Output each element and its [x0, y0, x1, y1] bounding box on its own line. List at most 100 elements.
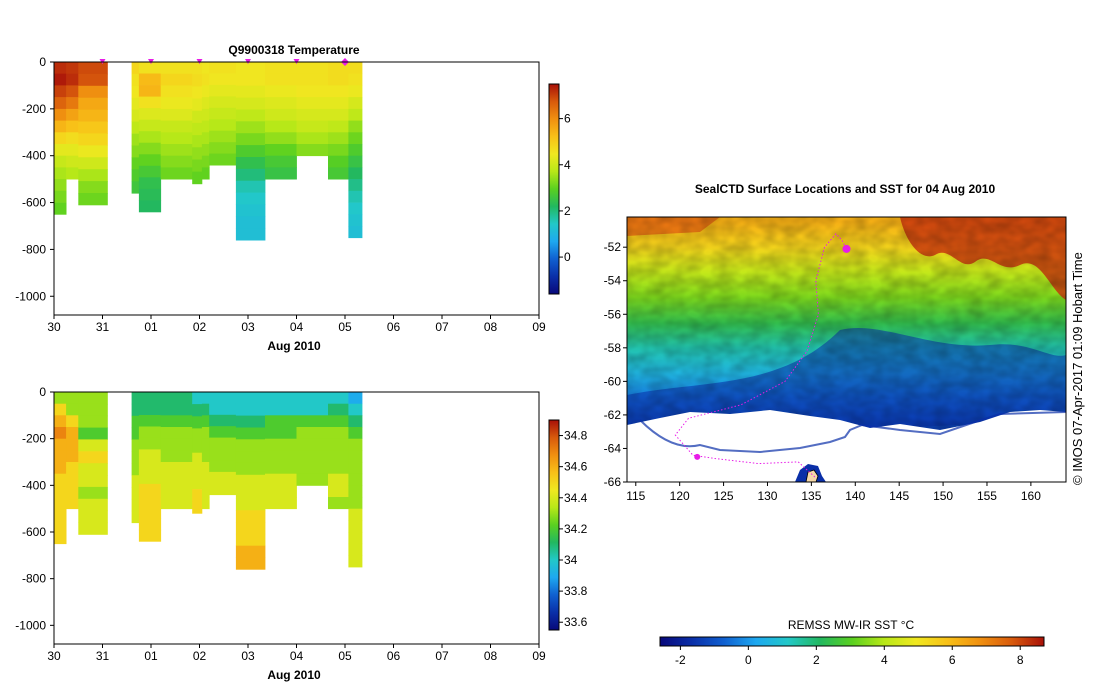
profile-cell	[348, 62, 363, 75]
profile-cell	[78, 522, 108, 535]
profile-cell	[348, 497, 363, 510]
profile-cell	[78, 439, 108, 452]
profile-cell	[296, 108, 329, 121]
profile-cell	[348, 85, 363, 98]
profile-cell	[235, 392, 266, 405]
profile-cell	[138, 177, 162, 190]
profile-cell	[78, 486, 108, 500]
profile-cell	[348, 473, 363, 486]
profile-cell	[66, 450, 79, 463]
sst-colorbar	[659, 636, 1045, 647]
profile-cell	[201, 438, 210, 451]
profile-cell	[265, 427, 297, 440]
profile-cell	[54, 132, 67, 145]
lon-tick-label: 115	[626, 489, 645, 503]
profile-cell	[78, 181, 108, 194]
profile-cell	[348, 543, 363, 556]
profile-cell	[54, 427, 67, 440]
x-tick-label: 06	[387, 649, 401, 663]
profile-cell	[235, 157, 266, 170]
colorbar-tick-label: 2	[564, 204, 571, 218]
profile-cell	[296, 473, 329, 486]
profile-cell	[328, 485, 349, 498]
profile-cell	[296, 450, 329, 463]
profile-cell	[265, 415, 297, 428]
profile-cell	[54, 520, 67, 533]
profile-cell	[131, 169, 140, 182]
profile-cell	[138, 119, 162, 132]
profile-cell	[78, 510, 108, 523]
profile-cell	[131, 97, 140, 111]
profile-cell	[192, 62, 203, 75]
sst-colorbar-tick-label: 6	[949, 653, 956, 667]
land-region	[805, 469, 819, 482]
profile-cell	[348, 108, 363, 121]
sst-colorbar-tick-label: 8	[1017, 653, 1024, 667]
profile-cell	[78, 145, 108, 158]
colorbar-tick-label: 34	[564, 553, 578, 567]
lon-tick-label: 155	[977, 489, 997, 503]
profile-cell	[131, 392, 140, 405]
profile-cell	[192, 464, 203, 478]
profile-cell	[265, 167, 297, 180]
profile-cell	[66, 155, 79, 168]
temperature-section-plot: Q9900318 Temperature 0 -200 -400 -600 -800 -1…	[15, 43, 571, 353]
profile-cell	[192, 489, 203, 502]
profile-cell	[296, 73, 329, 86]
profile-cell	[328, 392, 349, 405]
profile-cell	[328, 132, 349, 145]
lon-tick-label: 135	[801, 489, 821, 503]
profile-cell	[348, 190, 363, 203]
profile-cell	[328, 155, 349, 168]
map-title: SealCTD Surface Locations and SST for 04…	[695, 182, 996, 196]
temperature-colorbar	[548, 83, 560, 295]
profile-cell	[138, 460, 162, 473]
profile-cell	[54, 532, 67, 545]
profile-cell	[78, 392, 108, 405]
profile-cell	[348, 167, 363, 180]
profile-cell	[265, 108, 297, 121]
profile-cell	[265, 392, 297, 405]
y-tick-label: -1000	[15, 618, 46, 632]
x-tick-label: 09	[532, 320, 546, 334]
lon-tick-label: 130	[757, 489, 777, 503]
x-tick-label: 02	[193, 320, 207, 334]
profile-cell	[235, 145, 266, 158]
profile-cell	[209, 142, 237, 155]
profile-cell	[209, 449, 237, 461]
temperature-colorbar-ticks: 6 4 2 0	[559, 112, 571, 264]
profile-cell	[54, 62, 67, 75]
profile-cell	[328, 144, 349, 157]
profile-cell	[201, 450, 210, 463]
profile-cell	[235, 415, 266, 428]
x-tick-label: 04	[290, 649, 304, 663]
colorbar-tick-label: 0	[564, 250, 571, 264]
profile-cell	[201, 497, 210, 510]
temperature-cells	[54, 62, 363, 241]
profile-cell	[328, 438, 349, 451]
profile-cell	[54, 485, 67, 498]
x-tick-label: 01	[144, 649, 158, 663]
profile-cell	[296, 85, 329, 98]
profile-cell	[131, 73, 140, 87]
salinity-x-label: Aug 2010	[267, 668, 321, 682]
profile-cell	[160, 497, 193, 510]
sst-map: SealCTD Surface Locations and SST for 04…	[604, 182, 1085, 667]
profile-cell	[160, 392, 193, 405]
sst-colorbar-tick-label: -2	[675, 653, 686, 667]
profile-cell	[192, 416, 203, 429]
profile-cell	[235, 533, 266, 547]
profile-cell	[138, 506, 162, 519]
profile-cell	[160, 450, 193, 463]
profile-cell	[296, 403, 329, 416]
profile-cell	[209, 96, 237, 109]
y-tick-label: 0	[39, 385, 46, 399]
profile-cell	[201, 485, 210, 498]
x-tick-label: 08	[484, 320, 498, 334]
y-tick-label: -600	[22, 525, 46, 539]
profile-cell	[209, 437, 237, 450]
profile-cell	[66, 438, 79, 451]
profile-cell	[66, 392, 79, 405]
profile-cell	[265, 485, 297, 498]
y-tick-label: -400	[22, 149, 46, 163]
